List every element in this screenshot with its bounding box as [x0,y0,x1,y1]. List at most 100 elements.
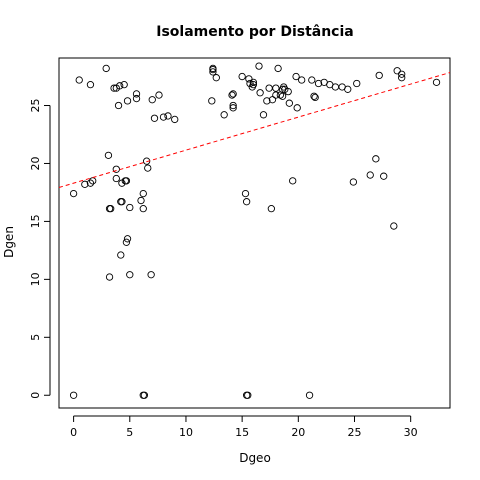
data-point [284,87,292,96]
data-point [398,70,406,78]
data-point [120,81,128,89]
y-axis: 0 5 10 15 20 25 [29,99,51,399]
data-point [150,114,159,122]
data-point [349,178,358,186]
chart-title: Isolamento por Distância [156,24,353,40]
y-axis-label: Dgen [2,226,16,258]
data-point [255,62,263,70]
plot-area [58,57,451,409]
data-point [86,179,95,187]
data-point [159,113,168,121]
y-tick-label: 20 [29,156,42,170]
data-point [293,104,301,112]
data-point [353,79,361,88]
data-point [256,89,264,97]
data-point [305,391,314,399]
data-point [308,76,316,84]
data-point [311,93,319,102]
data-point [229,90,237,98]
data-point [75,76,83,84]
data-point [117,251,125,259]
data-point [114,101,123,110]
data-point [126,271,134,279]
data-point [171,115,179,124]
y-tick-label: 25 [29,99,42,113]
data-point [118,198,126,206]
data-point [112,174,120,183]
x-tick-label: 10 [179,426,193,439]
data-point [144,164,152,172]
data-point [272,91,280,99]
data-point [137,196,145,205]
data-point [274,64,282,73]
data-point [432,78,441,86]
data-point [209,65,217,74]
x-axis: 0 5 10 15 20 25 30 [70,415,418,439]
data-point [289,177,297,185]
data-point [139,189,147,198]
x-tick-label: 20 [291,426,305,439]
data-point [164,112,172,120]
data-point [398,74,406,82]
x-tick-label: 0 [70,426,77,439]
data-point [314,79,323,88]
data-point [249,78,258,86]
data-point [393,67,401,75]
data-point [140,391,149,399]
data-point [116,82,124,90]
data-point [132,94,141,103]
data-point [310,92,318,100]
data-point [107,205,115,213]
data-point [259,111,268,119]
data-point [139,205,147,213]
data-point [69,189,78,198]
data-point [249,81,258,89]
data-point [344,85,352,93]
data-point [122,238,131,246]
data-point [272,84,280,92]
y-tick-label: 10 [29,272,42,286]
data-point [268,96,277,104]
data-point [244,391,252,399]
data-point [241,189,250,198]
data-point [292,72,300,81]
data-point [238,72,246,81]
data-point [69,391,78,399]
data-point [208,97,216,105]
data-point [220,111,228,119]
data-point [267,205,276,213]
x-tick-label: 30 [404,426,418,439]
data-point [380,172,388,180]
data-point [105,273,114,281]
data-point [298,76,306,84]
data-point [122,177,131,185]
data-point [366,171,374,179]
data-point [229,101,237,110]
data-point [242,198,251,206]
data-point [228,91,236,99]
data-point [126,203,134,212]
data-point [102,64,110,73]
plot-frame [58,57,451,409]
y-tick-label: 0 [29,392,42,399]
data-point [375,71,383,80]
data-point [245,75,253,83]
x-tick-label: 5 [126,426,133,439]
data-points [69,62,441,399]
data-point [155,91,163,99]
data-point [229,104,237,112]
data-point [285,99,293,107]
data-point [278,92,287,100]
data-point [212,74,220,82]
data-point [81,180,89,188]
data-point [123,97,132,105]
x-tick-label: 15 [235,426,249,439]
data-point [86,81,95,89]
x-tick-label: 25 [347,426,361,439]
y-tick-label: 15 [29,214,42,228]
regression-line [58,72,451,188]
x-axis-label: Dgeo [239,451,271,465]
data-point [148,96,156,104]
